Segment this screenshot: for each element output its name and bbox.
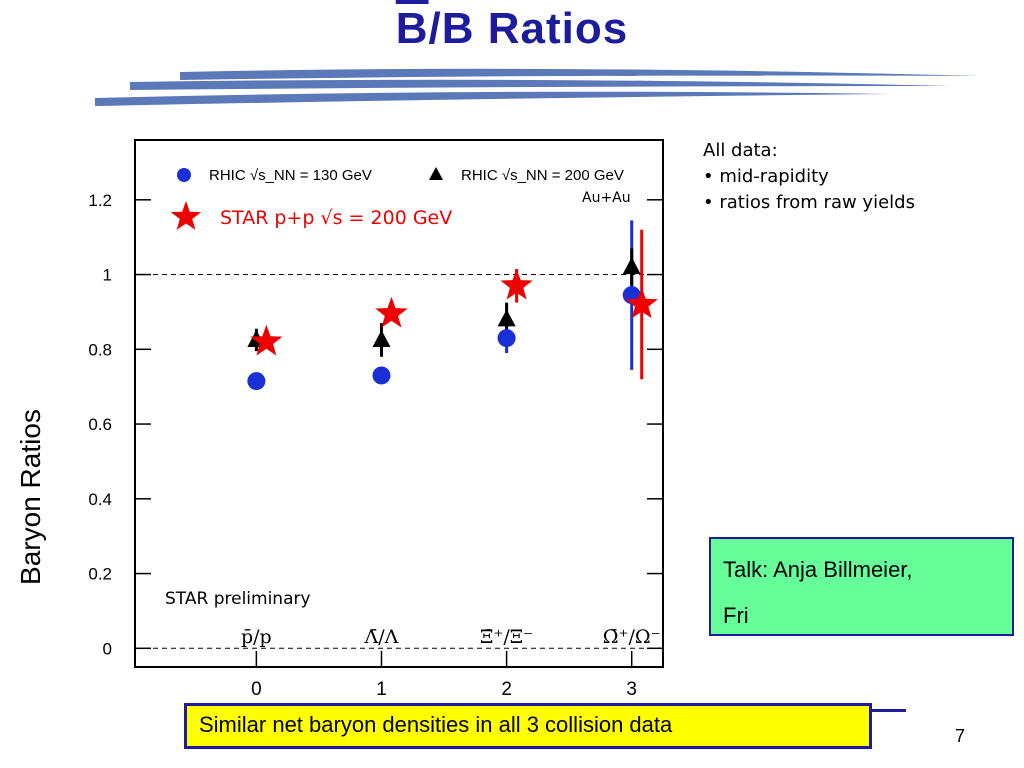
note-line: • ratios from raw yields bbox=[703, 192, 915, 213]
summary-box: Similar net baryon densities in all 3 co… bbox=[184, 703, 872, 749]
au-au-label: Au+Au bbox=[582, 190, 631, 206]
legend: RHIC √s_NN = 130 GeV RHIC √s_NN = 200 Ge… bbox=[170, 167, 631, 230]
title-rest: /B Ratios bbox=[428, 4, 629, 53]
connector-line bbox=[870, 709, 906, 712]
category-label: Λ̄/Λ bbox=[364, 626, 399, 648]
note-line: All data: bbox=[703, 140, 778, 161]
note-line: • mid-rapidity bbox=[703, 166, 829, 187]
data-point-pp bbox=[375, 296, 408, 328]
legend-label-200: RHIC √s_NN = 200 GeV bbox=[461, 167, 624, 184]
y-tick-label: 0.2 bbox=[88, 565, 112, 584]
data-point-pp bbox=[625, 287, 658, 319]
legend-marker-130 bbox=[177, 168, 191, 182]
data-point-pp bbox=[250, 324, 283, 356]
data-point-200gev bbox=[497, 309, 516, 327]
title-swoosh-decoration bbox=[95, 68, 980, 106]
y-tick-label: 0.4 bbox=[88, 490, 112, 509]
y-tick-label: 1.2 bbox=[88, 191, 112, 210]
notes-list: All data: • mid-rapidity • ratios from r… bbox=[703, 138, 915, 216]
data-point-130gev bbox=[247, 372, 266, 391]
x-tick-label: 2 bbox=[501, 679, 512, 700]
star-preliminary-label: STAR preliminary bbox=[165, 589, 311, 609]
data-point-130gev bbox=[497, 329, 516, 348]
data-point-pp bbox=[500, 268, 533, 300]
y-tick-label: 0 bbox=[103, 639, 112, 658]
x-tick-label: 1 bbox=[376, 679, 387, 700]
talk-line: Talk: Anja Billmeier, bbox=[723, 557, 913, 582]
y-axis-label: Baryon Ratios bbox=[15, 409, 46, 585]
data-point-130gev bbox=[372, 366, 391, 385]
legend-marker-pp bbox=[170, 201, 202, 230]
slide-title: B/B Ratios bbox=[0, 4, 1024, 54]
data-point-200gev bbox=[372, 329, 391, 347]
legend-label-pp: STAR p+p √s = 200 GeV bbox=[220, 207, 452, 229]
category-label: p̄/p bbox=[241, 626, 272, 648]
x-tick-label: 3 bbox=[626, 679, 637, 700]
title-b-bar: B bbox=[395, 4, 429, 53]
talk-box: Talk: Anja Billmeier, Fri bbox=[709, 537, 1014, 636]
legend-label-130: RHIC √s_NN = 130 GeV bbox=[209, 167, 372, 184]
baryon-ratio-chart: 0 0.2 0.4 0.6 0.8 1 1.2 0 1 2 3 Baryon Ratios p̄/… bbox=[15, 139, 664, 700]
y-tick-label: 1 bbox=[103, 266, 112, 285]
y-tick-label: 0.6 bbox=[88, 415, 112, 434]
x-tick-label: 0 bbox=[251, 679, 262, 700]
page-number: 7 bbox=[955, 726, 966, 746]
plot-frame bbox=[134, 139, 664, 668]
legend-marker-200 bbox=[429, 167, 443, 180]
talk-line: Fri bbox=[723, 603, 749, 628]
data-point-200gev bbox=[622, 257, 641, 275]
category-label: Ξ̄⁺/Ξ⁻ bbox=[480, 626, 533, 648]
category-label: Ω̄⁺/Ω⁻ bbox=[603, 626, 661, 648]
y-tick-label: 0.8 bbox=[88, 340, 112, 359]
